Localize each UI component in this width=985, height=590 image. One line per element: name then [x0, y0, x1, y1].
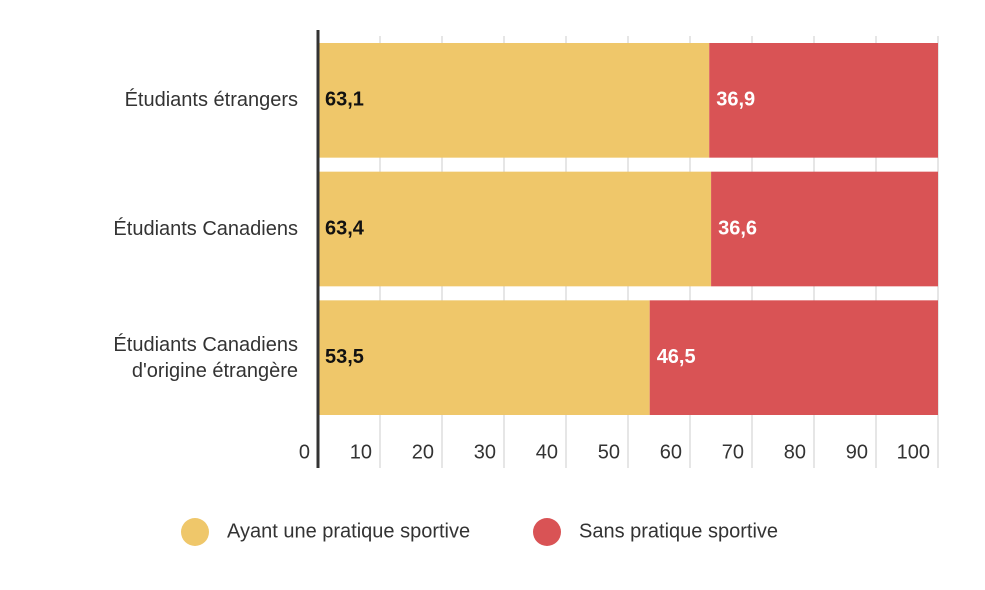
y-tick-label: Étudiants étrangers [124, 89, 298, 112]
data-label: 63,1 [325, 89, 364, 111]
bar-segment [318, 43, 710, 158]
x-tick-label: 40 [536, 441, 558, 463]
bar-segment [318, 171, 712, 287]
y-tick-label: Étudiants Canadiens d'origine étrangère [113, 333, 298, 382]
legend-label: Sans pratique sportive [579, 520, 778, 542]
legend-swatch [181, 518, 209, 546]
data-label: 53,5 [325, 346, 364, 368]
bar-segment [649, 300, 938, 415]
data-label: 36,6 [718, 217, 757, 239]
bar-segment [318, 300, 650, 415]
data-label: 63,4 [325, 217, 365, 239]
x-tick-label: 30 [474, 441, 496, 463]
x-tick-label: 20 [412, 441, 434, 463]
x-tick-label: 100 [897, 441, 930, 463]
x-tick-label: 70 [722, 441, 744, 463]
data-label: 36,9 [716, 89, 755, 111]
legend-label: Ayant une pratique sportive [227, 520, 470, 542]
data-label: 46,5 [657, 346, 696, 368]
legend-swatch [533, 518, 561, 546]
x-tick-label: 60 [660, 441, 682, 463]
x-tick-label: 90 [846, 441, 868, 463]
x-tick-label: 0 [299, 441, 310, 463]
bar-segment [709, 43, 938, 158]
x-tick-label: 80 [784, 441, 806, 463]
bar-segment [711, 171, 938, 287]
x-tick-label: 10 [350, 441, 372, 463]
y-tick-label: Étudiants Canadiens [113, 218, 298, 240]
x-tick-label: 50 [598, 441, 620, 463]
